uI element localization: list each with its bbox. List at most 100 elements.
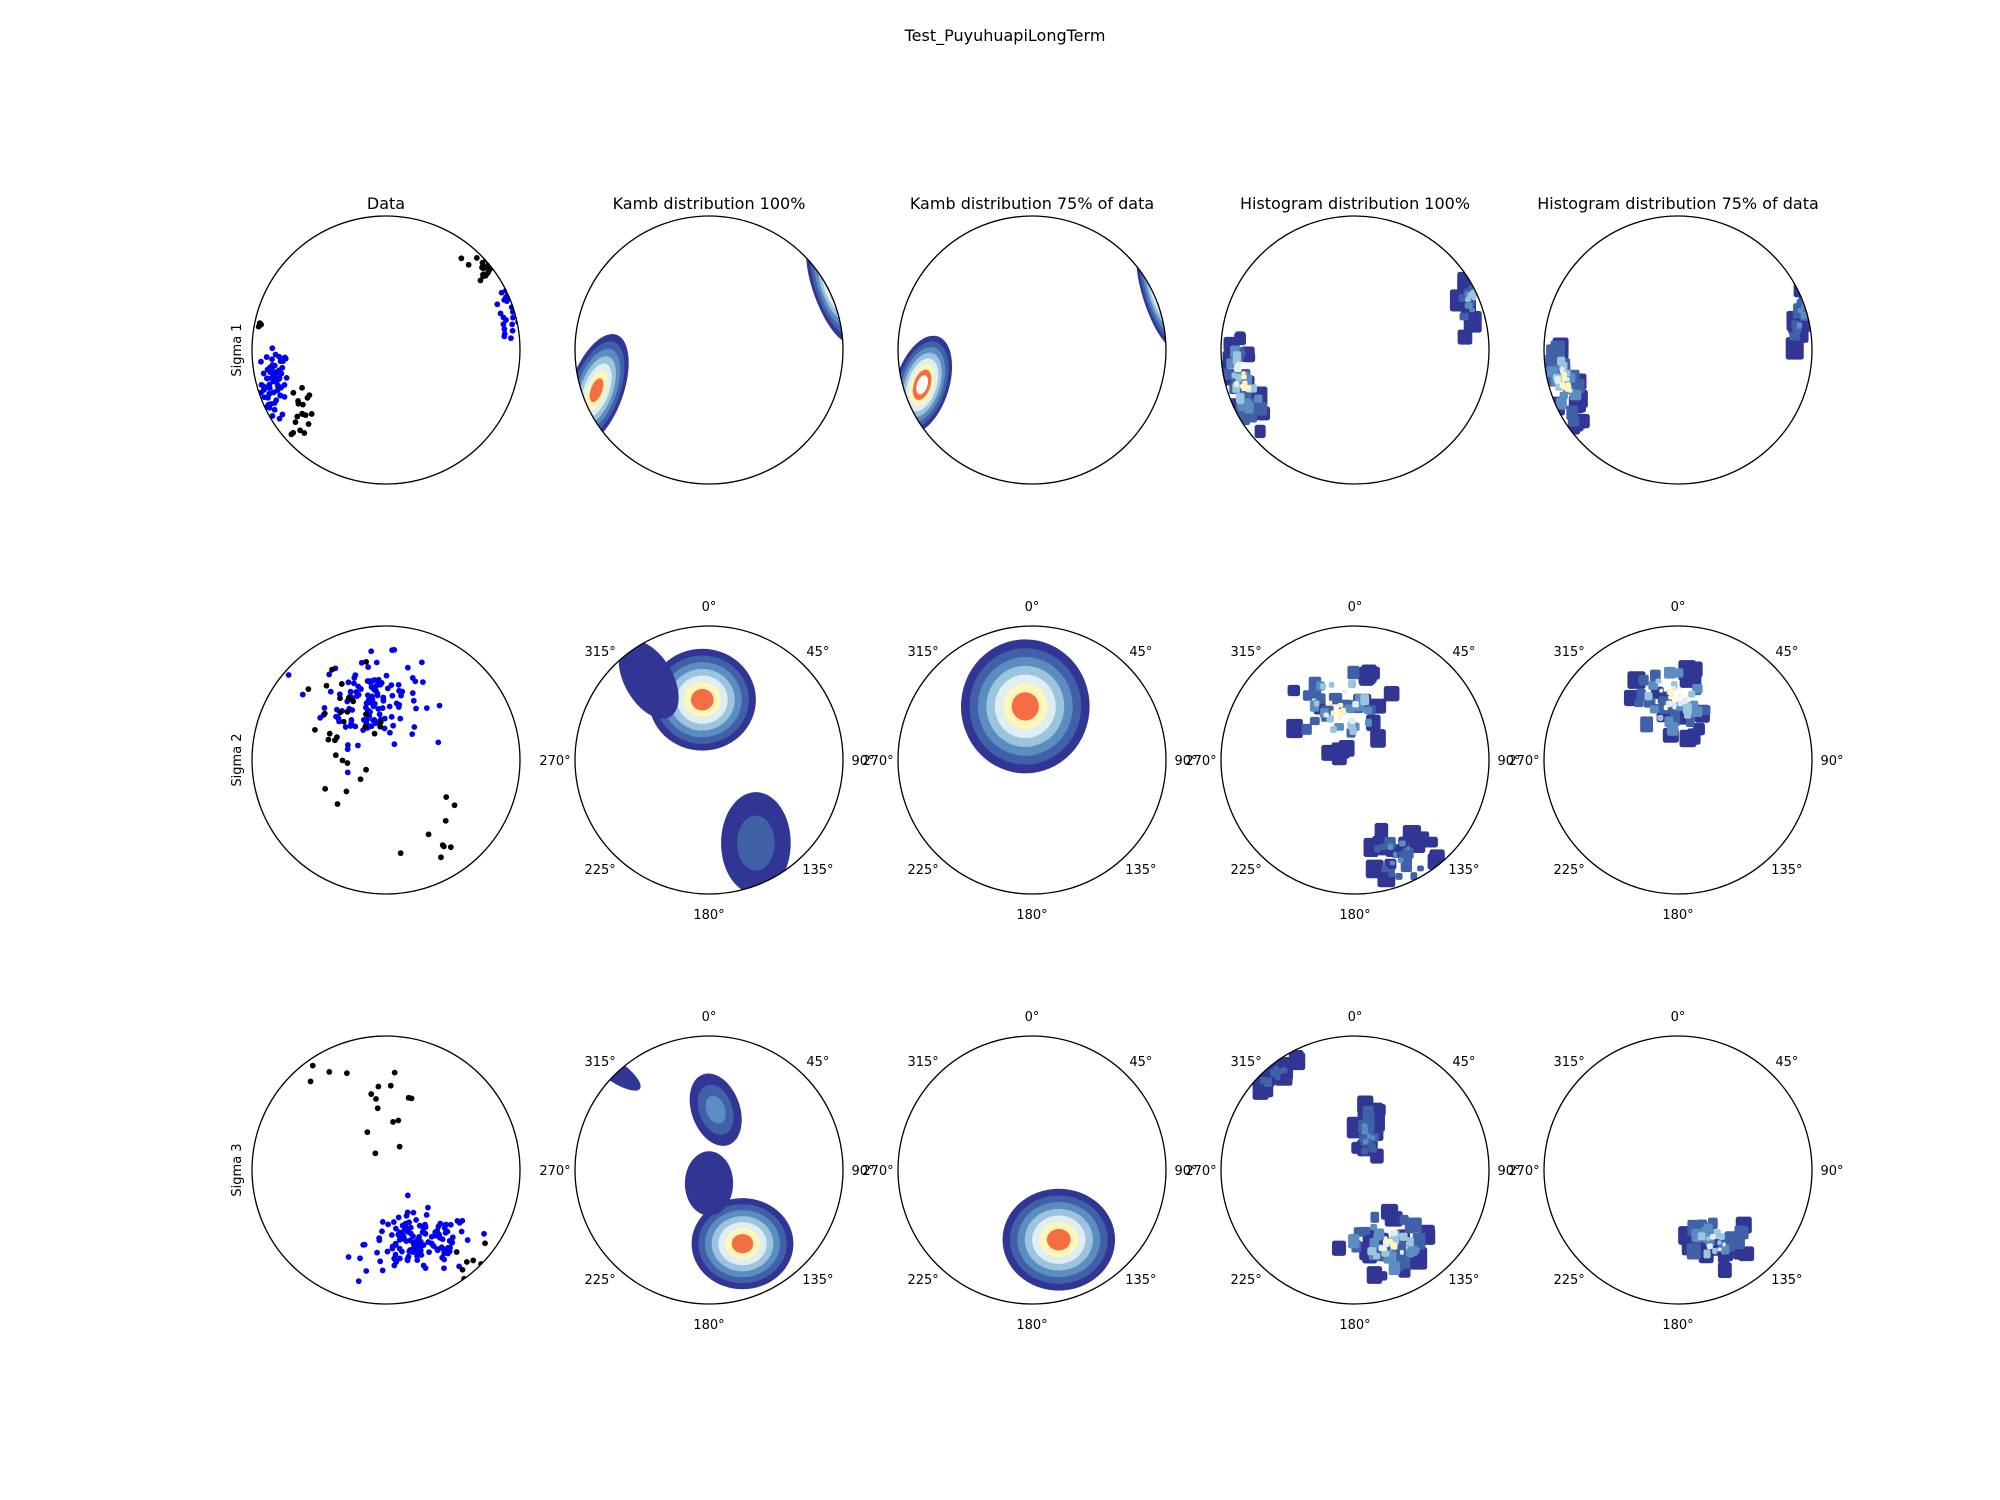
data-point-series-1: [425, 1239, 432, 1245]
stereonet-primitive-circle: [574, 215, 844, 485]
density-level-2: [1276, 1068, 1283, 1075]
data-point-series-1: [376, 711, 383, 718]
data-point-series-2: [371, 730, 378, 737]
data-point-series-1: [423, 1212, 430, 1218]
stereonet-sigma-3-histogram-distribution-100: 0° 45° 90° 135° 180° 225° 270° 315°: [1185, 1010, 1520, 1333]
stereonet-sigma-2-kamb-distribution-75-of-data: 0° 45° 90° 135° 180° 225° 270° 315°: [862, 600, 1197, 923]
data-point-series-2: [425, 831, 432, 838]
density-level-4: [1688, 690, 1696, 698]
density-level-2: [1478, 275, 1489, 289]
azimuth-tick-label: 315°: [1230, 1055, 1261, 1070]
data-point-series-1: [357, 1255, 363, 1262]
data-point-series-1: [409, 690, 416, 696]
density-level-3: [1649, 705, 1659, 714]
density-level-1: [1425, 836, 1438, 848]
density-level-3: [1703, 1223, 1713, 1234]
azimuth-tick-label: 90°: [1497, 754, 1520, 769]
data-point-series-1: [347, 688, 354, 695]
data-point-series-2: [301, 430, 308, 436]
data-point-series-1: [263, 354, 270, 360]
azimuth-tick-label: 180°: [1016, 908, 1047, 923]
data-point-series-1: [375, 705, 382, 712]
density-level-5: [1392, 1230, 1398, 1237]
data-point-series-2: [473, 255, 480, 261]
density-level-3: [1363, 706, 1373, 715]
data-point-series-1: [260, 383, 267, 390]
data-point-series-1: [378, 680, 385, 686]
density-level-2: [1378, 843, 1386, 851]
stereonet-sigma-2-data: [251, 625, 521, 895]
data-point-series-2: [305, 686, 312, 693]
density-level-6: [1391, 1241, 1396, 1246]
density-level-8: [916, 375, 928, 395]
density-level-6: [1387, 1238, 1393, 1244]
row-label-sigma-1: Sigma 1: [230, 323, 245, 376]
density-level-3: [1397, 857, 1404, 863]
data-point-series-1: [269, 413, 276, 419]
data-point-series-1: [347, 723, 354, 729]
data-point-series-1: [269, 374, 276, 381]
data-point-series-2: [387, 1082, 394, 1089]
data-point-series-1: [373, 659, 380, 666]
data-point-series-1: [371, 677, 378, 683]
data-point-series-2: [322, 785, 329, 792]
density-level-2: [1381, 865, 1388, 873]
data-point-series-1: [442, 1222, 449, 1228]
density-level-4: [1328, 681, 1335, 688]
density-level-1: [1408, 832, 1426, 854]
density-level-1: [1287, 684, 1301, 697]
data-point-series-1: [344, 746, 351, 753]
data-point-series-1: [344, 769, 351, 776]
data-point-series-2: [309, 1062, 316, 1069]
data-point-series-1: [413, 705, 419, 712]
data-point-series-2: [470, 1273, 477, 1280]
data-point-series-2: [396, 1143, 403, 1150]
data-point-series-1: [385, 1221, 392, 1228]
stereonet-sigma-3-data: [251, 1035, 521, 1305]
data-point-series-1: [388, 1232, 395, 1238]
azimuth-tick-label: 135°: [1448, 1273, 1479, 1288]
data-point-series-2: [357, 776, 364, 783]
density-level-7: [1046, 1228, 1071, 1251]
data-point-series-1: [435, 739, 442, 746]
density-level-2: [1477, 250, 1489, 261]
density-level-1: [1803, 275, 1812, 287]
data-point-series-1: [404, 1257, 411, 1264]
data-point-series-1: [273, 375, 280, 382]
data-point-series-1: [363, 1268, 370, 1274]
data-point-series-2: [323, 682, 330, 689]
data-point-series-2: [337, 695, 343, 702]
density-level-2: [1270, 1069, 1277, 1077]
density-level-7: [589, 378, 604, 403]
data-point-series-1: [441, 1265, 447, 1272]
density-level-5: [1559, 366, 1565, 374]
data-point-series-1: [434, 1246, 440, 1252]
density-level-1: [1717, 1262, 1732, 1279]
data-point-series-1: [391, 1262, 398, 1269]
density-level-3: [705, 1095, 726, 1124]
data-point-series-1: [266, 381, 273, 388]
data-point-series-2: [363, 658, 370, 665]
density-level-4: [1381, 1250, 1390, 1257]
data-point-series-1: [380, 694, 387, 701]
data-point-series-2: [375, 1083, 382, 1090]
data-point-series-1: [373, 682, 380, 689]
data-point-series-1: [269, 356, 275, 363]
density-level-7: [690, 688, 714, 711]
row-labels: Sigma 1 Sigma 2 Sigma 3: [230, 323, 245, 1196]
density-level-4: [1348, 679, 1356, 689]
data-point-series-1: [407, 1224, 414, 1231]
column-title-kamb-distribution-75-of-data: Kamb distribution 75% of data: [910, 194, 1154, 213]
azimuth-tick-label: 180°: [1662, 1318, 1693, 1333]
data-point-series-1: [426, 1249, 432, 1256]
data-point-series-2: [481, 851, 488, 858]
data-point-series-1: [272, 351, 279, 358]
density-level-3: [1373, 1228, 1385, 1239]
density-level-3: [1361, 1126, 1369, 1135]
data-point-series-2: [489, 252, 495, 258]
density-level-7: [731, 1234, 754, 1254]
data-point-series-1: [404, 1192, 411, 1199]
data-point-series-1: [409, 731, 416, 738]
density-level-2: [1634, 699, 1644, 708]
azimuth-tick-label: 0°: [1348, 600, 1363, 615]
